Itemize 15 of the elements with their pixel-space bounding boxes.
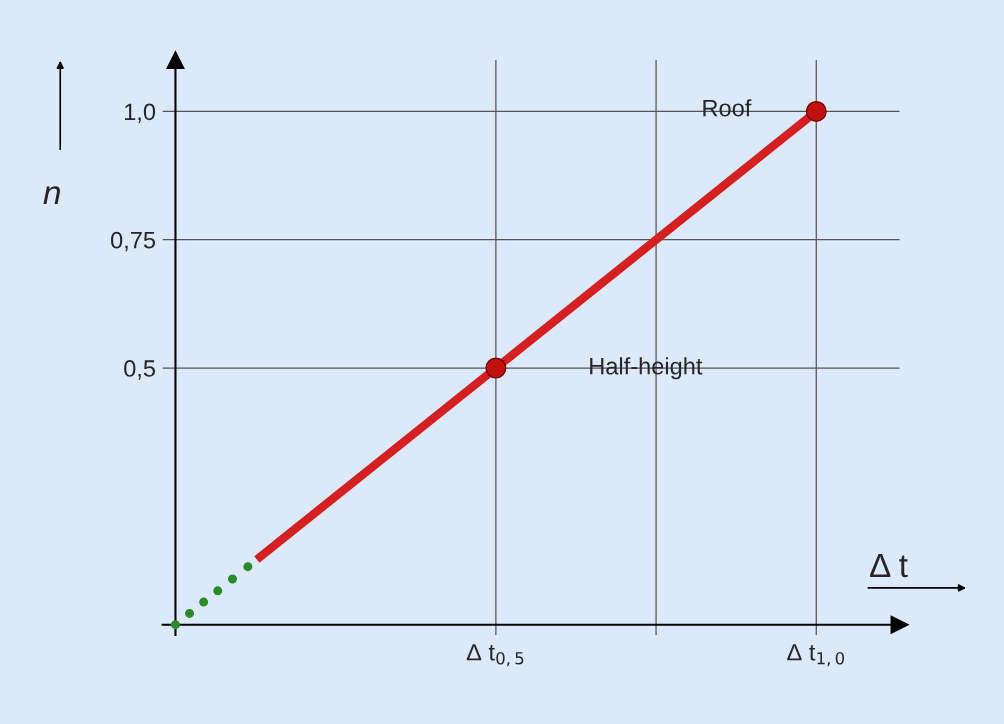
- point: [185, 608, 195, 618]
- x-tick-label: Δ t$_{1,0}$: [787, 644, 845, 667]
- point: [170, 620, 180, 630]
- y-axis-title: n: [43, 186, 60, 205]
- point: [485, 357, 507, 379]
- y-tick-label: 0,75: [110, 231, 156, 252]
- y-tick-label: 0,5: [124, 360, 156, 380]
- y-tick-label: 1,0: [125, 103, 156, 123]
- point: [213, 586, 223, 596]
- x-axis-title: Δ t: [870, 554, 908, 578]
- x-tick-label: Δ t$_{0,5}$: [466, 644, 524, 667]
- point: [805, 100, 827, 122]
- point: [199, 597, 209, 607]
- point: [227, 574, 237, 584]
- point: [243, 562, 253, 572]
